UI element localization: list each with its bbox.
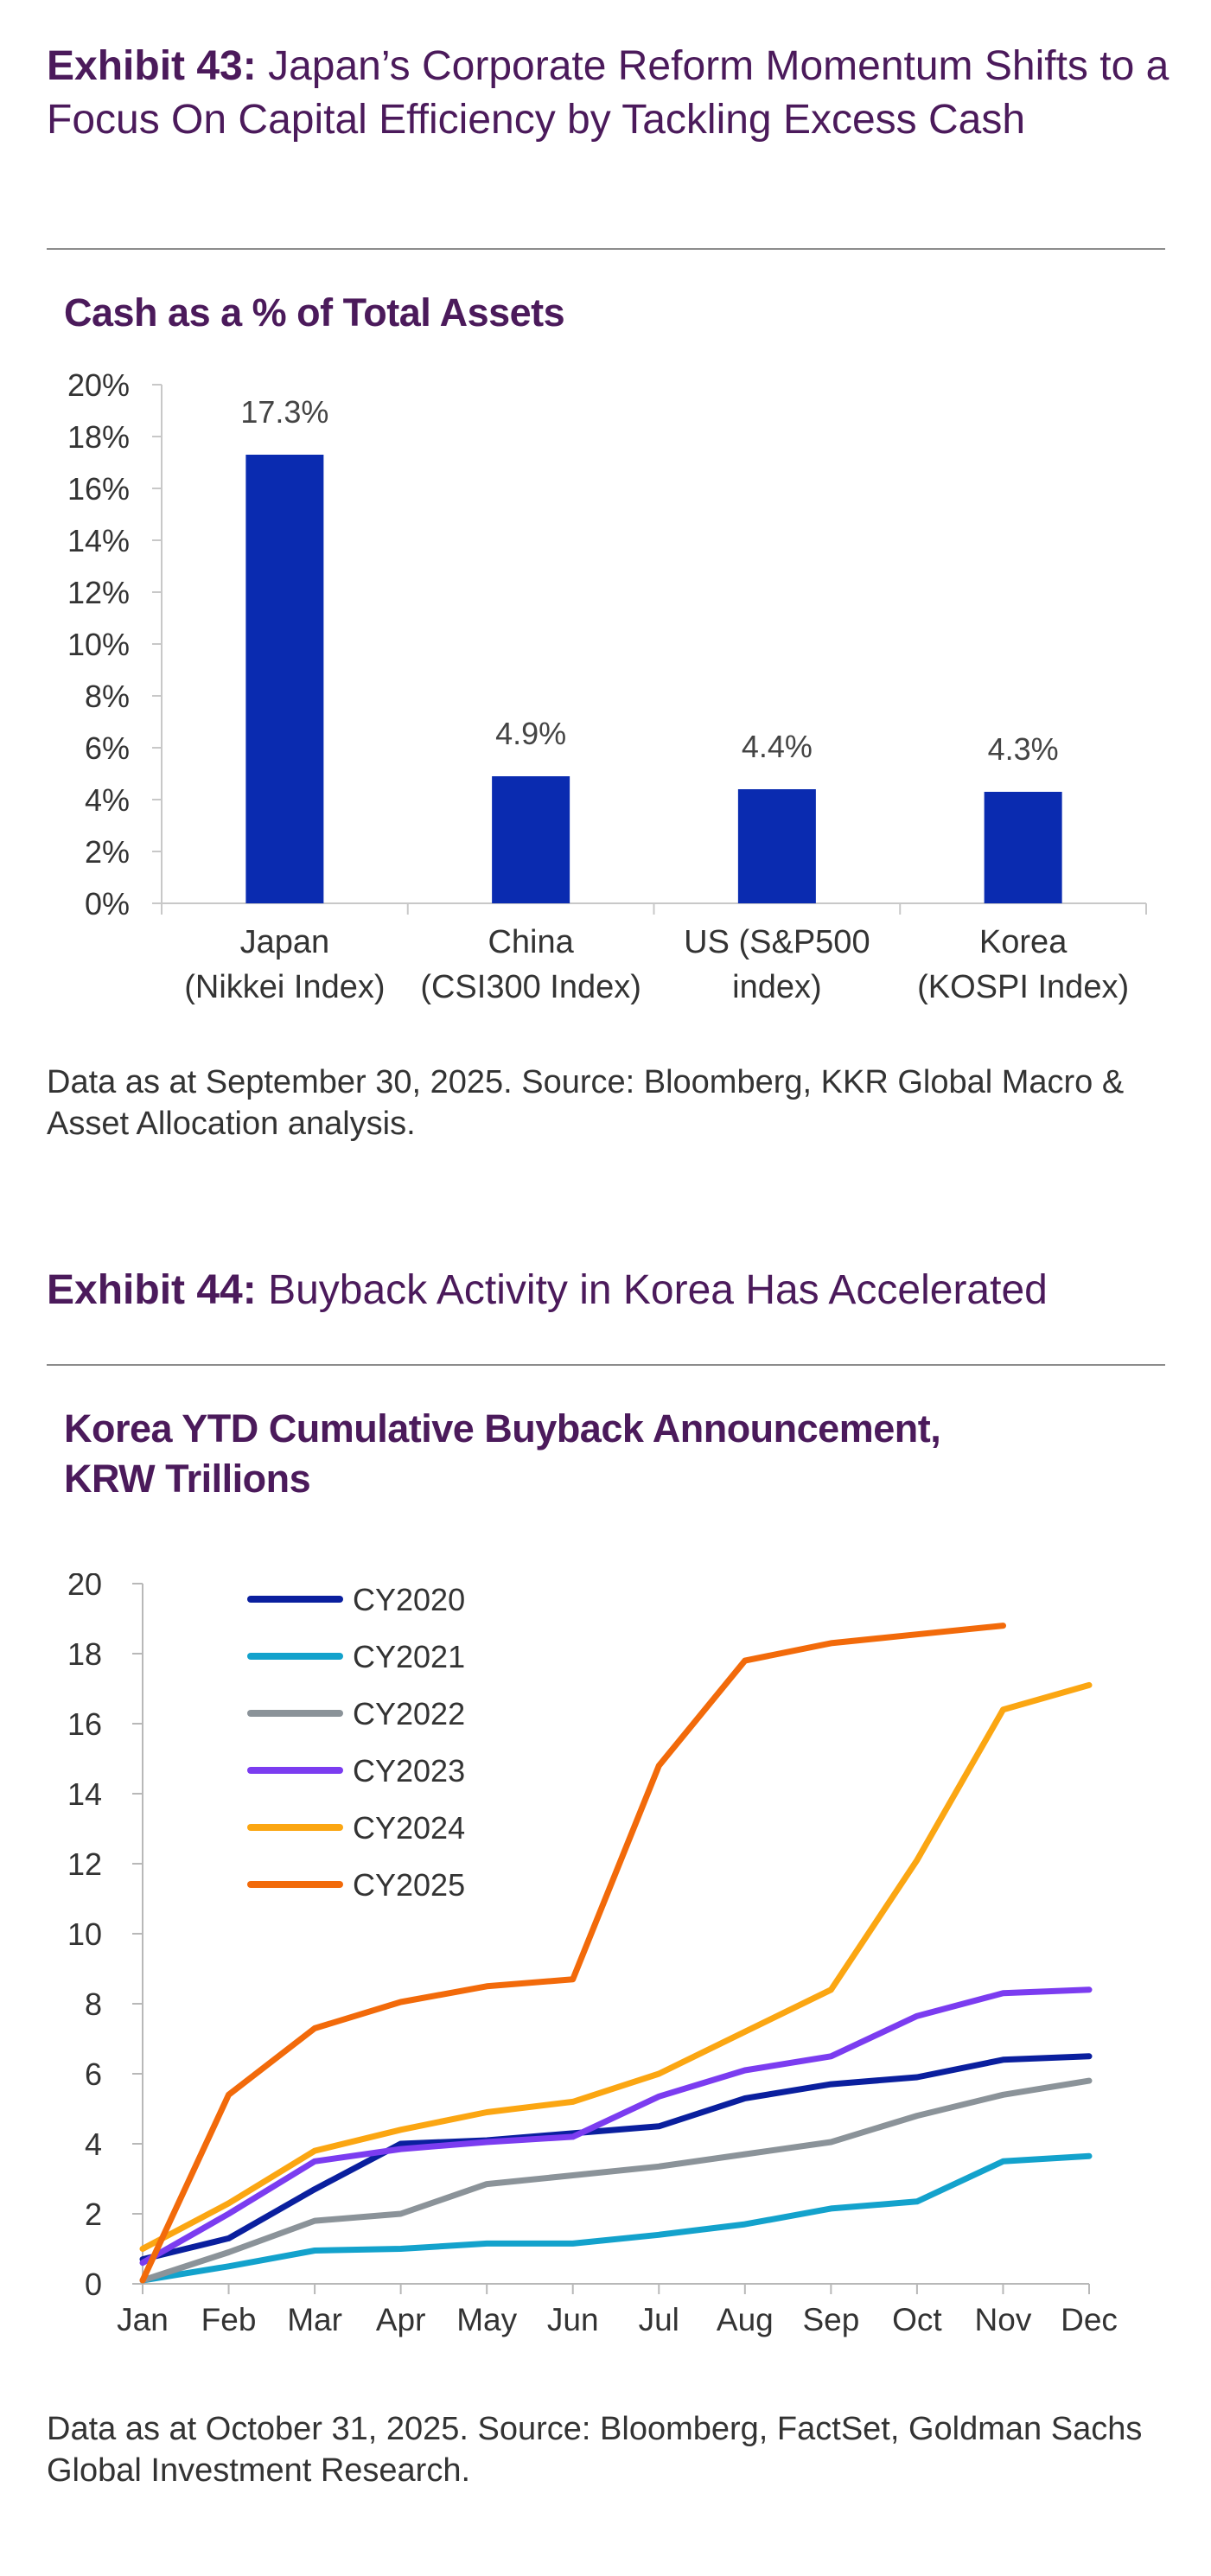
x-category-label: Korea bbox=[979, 924, 1068, 960]
bar-data-label: 17.3% bbox=[240, 394, 328, 430]
cash-bar-chart: 0% 2% 4% 6% 8% 10% 12% 14% 16% 18% 20% 17.3% Japan (N… bbox=[67, 367, 1147, 1005]
x-category-label: Dec bbox=[1061, 2302, 1118, 2337]
exhibit-44-title-text: Buyback Activity in Korea Has Accelerate… bbox=[268, 1267, 1048, 1313]
y-tick-label: 2% bbox=[85, 834, 130, 870]
x-category-label: index) bbox=[732, 969, 822, 1005]
buyback-line-chart: 0 2 4 6 8 10 12 14 16 18 20 Jan Feb Mar Apr May Jun Jul Au… bbox=[67, 1573, 1118, 2337]
exhibit-44-divider bbox=[47, 1364, 1165, 1366]
bar-data-label: 4.4% bbox=[742, 729, 813, 764]
y-tick-label: 16 bbox=[67, 1706, 102, 1742]
legend-label: CY2025 bbox=[353, 1867, 465, 1903]
y-tick-label: 20 bbox=[67, 1573, 102, 1602]
y-tick-label: 14% bbox=[67, 523, 130, 558]
exhibit-43-source: Data as at September 30, 2025. Source: B… bbox=[47, 1064, 1125, 1142]
x-category-label: Jan bbox=[117, 2302, 169, 2337]
y-tick-label: 6 bbox=[85, 2056, 102, 2092]
x-category-label: China bbox=[488, 924, 574, 960]
x-category-label: Feb bbox=[201, 2302, 257, 2337]
y-tick-label: 10% bbox=[67, 627, 130, 662]
chart-2-title: Korea YTD Cumulative Buyback Announcemen… bbox=[64, 1406, 941, 1501]
y-tick-label: 18% bbox=[67, 419, 130, 455]
x-category-label: Aug bbox=[717, 2302, 774, 2337]
y-tick-label: 6% bbox=[85, 730, 130, 766]
bar bbox=[245, 455, 324, 903]
y-tick-label: 2 bbox=[85, 2197, 102, 2232]
x-category-label: US (S&P500 bbox=[684, 924, 870, 960]
x-category-label: Jun bbox=[547, 2302, 599, 2337]
bar-data-label: 4.3% bbox=[988, 731, 1059, 767]
y-tick-label: 20% bbox=[67, 367, 130, 403]
chart-1-title: Cash as a % of Total Assets bbox=[64, 290, 565, 335]
legend-label: CY2021 bbox=[353, 1639, 465, 1674]
exhibit-44-title: Exhibit 44: Buyback Activity in Korea Ha… bbox=[47, 1264, 1170, 1317]
x-category-label: Nov bbox=[975, 2302, 1032, 2337]
legend-label: CY2020 bbox=[353, 1582, 465, 1617]
y-tick-label: 0 bbox=[85, 2267, 102, 2302]
x-category-label: Oct bbox=[892, 2302, 942, 2337]
exhibit-44-number: Exhibit 44: bbox=[47, 1267, 257, 1313]
series-line-cy2022 bbox=[139, 2077, 1093, 2284]
y-tick-label: 12% bbox=[67, 575, 130, 610]
series-line-cy2021 bbox=[139, 2152, 1093, 2284]
y-tick-label: 0% bbox=[85, 886, 130, 921]
y-tick-label: 4% bbox=[85, 782, 130, 818]
y-tick-label: 4 bbox=[85, 2126, 102, 2162]
x-category-label: Mar bbox=[287, 2302, 342, 2337]
bar bbox=[984, 792, 1062, 903]
x-category-label: May bbox=[456, 2302, 517, 2337]
y-tick-label: 10 bbox=[67, 1916, 102, 1952]
y-tick-label: 12 bbox=[67, 1846, 102, 1882]
y-tick-label: 8% bbox=[85, 679, 130, 714]
exhibit-43-number: Exhibit 43: bbox=[47, 43, 257, 89]
y-tick-label: 18 bbox=[67, 1636, 102, 1672]
legend-label: CY2024 bbox=[353, 1810, 465, 1846]
bar-data-label: 4.9% bbox=[495, 716, 566, 751]
x-category-label: Apr bbox=[376, 2302, 426, 2337]
legend-label: CY2022 bbox=[353, 1696, 465, 1731]
y-tick-label: 16% bbox=[67, 471, 130, 507]
series-line-cy2025 bbox=[139, 1623, 1006, 2284]
y-tick-label: 8 bbox=[85, 1986, 102, 2022]
bar bbox=[492, 776, 570, 903]
exhibit-43-divider bbox=[47, 248, 1165, 250]
x-category-label: Sep bbox=[802, 2302, 859, 2337]
x-category-label: Japan bbox=[240, 924, 330, 960]
exhibit-43-title-text: Japan’s Corporate Reform Momentum Shifts… bbox=[47, 43, 1170, 143]
series-line-cy2023 bbox=[139, 1986, 1093, 2267]
series-line-cy2024 bbox=[139, 1681, 1093, 2252]
x-category-label: (KOSPI Index) bbox=[917, 969, 1129, 1005]
exhibit-44-source: Data as at October 31, 2025. Source: Blo… bbox=[47, 2411, 1143, 2489]
bar bbox=[737, 789, 816, 903]
x-category-label: (Nikkei Index) bbox=[184, 969, 385, 1005]
exhibit-43-title: Exhibit 43: Japan’s Corporate Reform Mom… bbox=[47, 40, 1170, 147]
series-line-cy2020 bbox=[139, 2053, 1093, 2263]
x-category-label: Jul bbox=[639, 2302, 679, 2337]
y-tick-label: 14 bbox=[67, 1776, 102, 1812]
x-category-label: (CSI300 Index) bbox=[420, 969, 641, 1005]
legend-label: CY2023 bbox=[353, 1753, 465, 1789]
